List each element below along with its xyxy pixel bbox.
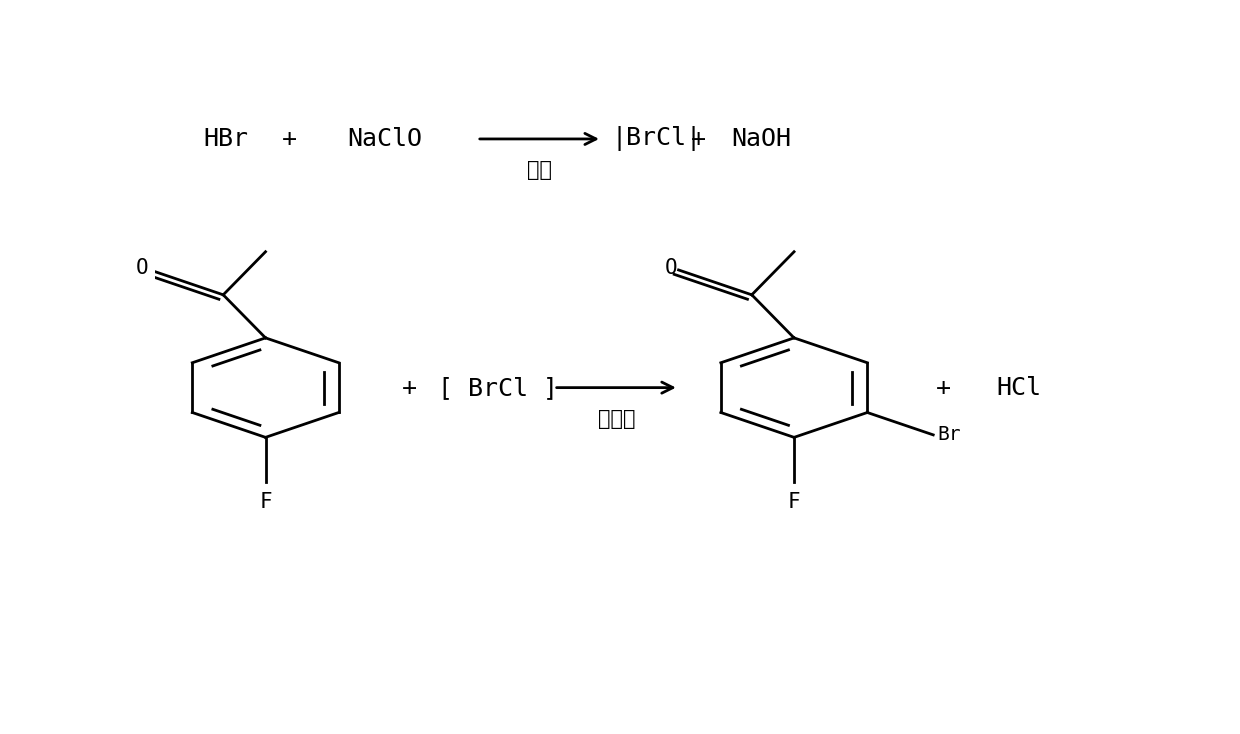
Text: [ BrCl ]: [ BrCl ] <box>439 376 558 399</box>
Text: +: + <box>691 127 706 151</box>
Text: Br: Br <box>937 426 961 444</box>
Text: 有机相: 有机相 <box>598 409 635 429</box>
Text: |BrCl|: |BrCl| <box>611 126 702 151</box>
Text: 水相: 水相 <box>527 160 552 180</box>
Text: O: O <box>136 258 149 277</box>
Text: +: + <box>281 127 298 151</box>
Text: HCl: HCl <box>996 376 1040 399</box>
Text: F: F <box>259 493 272 512</box>
Text: O: O <box>665 258 677 277</box>
Text: NaClO: NaClO <box>347 127 422 151</box>
Text: HBr: HBr <box>203 127 248 151</box>
Text: F: F <box>787 493 800 512</box>
Text: NaOH: NaOH <box>732 127 791 151</box>
Text: +: + <box>935 376 951 399</box>
Text: +: + <box>402 376 417 399</box>
